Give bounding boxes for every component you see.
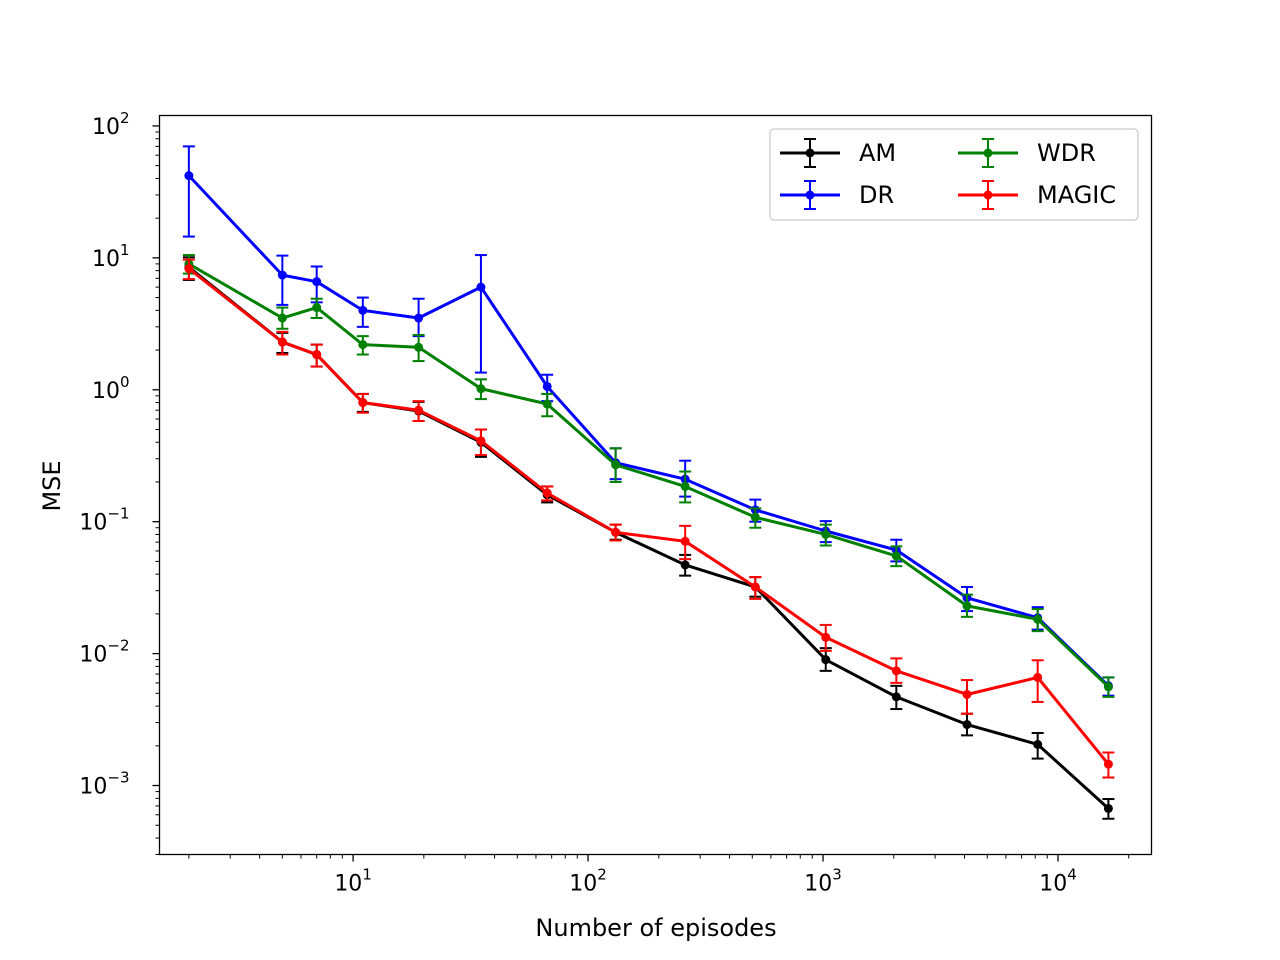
magic-point (358, 398, 368, 408)
x-tick-label-exponent: 1 (362, 866, 372, 884)
magic-point (1103, 759, 1113, 769)
am-point (821, 655, 831, 665)
plot-area (159, 115, 1152, 855)
y-tick-label: 101 (92, 241, 130, 272)
dr-point (184, 171, 194, 181)
legend-label: DR (859, 181, 894, 209)
x-tick-label: 101 (334, 866, 372, 897)
wdr-point (680, 481, 690, 491)
magic-point (750, 582, 760, 592)
y-tick-label-mantissa: 10 (92, 247, 120, 272)
magic-point (891, 666, 901, 676)
y-tick-label-exponent: 1 (120, 241, 130, 259)
magic-point (611, 527, 621, 537)
dr-error-bar (276, 254, 289, 306)
wdr-point (414, 342, 424, 352)
x-tick-label-mantissa: 10 (334, 872, 362, 897)
x-tick-label-exponent: 4 (1067, 866, 1077, 884)
wdr-point (750, 512, 760, 522)
y-axis-label: MSE (38, 460, 66, 511)
magic-point (277, 337, 287, 347)
plot-frame (158, 114, 1153, 856)
dr-point (414, 313, 424, 323)
legend-marker (805, 190, 815, 200)
dr-point (476, 282, 486, 292)
legend-box (769, 128, 1139, 221)
y-tick-label: 10−1 (79, 505, 129, 536)
y-tick-label-mantissa: 10 (92, 115, 120, 140)
y-tick-label-exponent: −1 (107, 505, 129, 523)
legend-entry-wdr: WDR (958, 138, 1096, 168)
x-tick-label-mantissa: 10 (569, 872, 597, 897)
am-point (1103, 803, 1113, 813)
wdr-point (312, 303, 322, 313)
magic-point (476, 436, 486, 446)
dr-error-bar (182, 145, 195, 238)
wdr-point (277, 313, 287, 323)
y-tick-label-exponent: 0 (120, 373, 130, 391)
wdr-point (542, 399, 552, 409)
x-tick-label-mantissa: 10 (804, 872, 832, 897)
x-tick-label-mantissa: 10 (1039, 872, 1067, 897)
y-tick-label: 102 (92, 109, 130, 140)
am-point (680, 560, 690, 570)
x-tick-label-exponent: 3 (832, 866, 842, 884)
wdr-point (476, 384, 486, 394)
series-wdr (182, 254, 1115, 698)
y-tick-label-mantissa: 10 (92, 379, 120, 404)
y-tick-label-mantissa: 10 (79, 775, 107, 800)
wdr-point (358, 340, 368, 350)
y-tick-label: 10−3 (79, 769, 129, 800)
wdr-point (1103, 682, 1113, 692)
wdr-point (1033, 614, 1043, 624)
x-tick-label: 102 (569, 866, 607, 897)
magic-point (414, 405, 424, 415)
wdr-point (611, 460, 621, 470)
legend-label: WDR (1037, 139, 1096, 167)
legend-label: MAGIC (1037, 181, 1116, 209)
dr-point (312, 277, 322, 287)
dr-point (358, 305, 368, 315)
dr-point (277, 270, 287, 280)
am-point (891, 692, 901, 702)
y-tick-label: 10−2 (79, 637, 129, 668)
legend: AM DR WDR MAGIC (769, 128, 1139, 221)
series-layer (182, 145, 1115, 820)
magic-point (821, 632, 831, 642)
wdr-point (962, 601, 972, 611)
dr-error-bar (474, 254, 487, 374)
y-tick-label-mantissa: 10 (79, 511, 107, 536)
magic-point (312, 350, 322, 360)
magic-point (962, 689, 972, 699)
legend-marker (983, 148, 993, 158)
legend-entry-dr: DR (780, 180, 894, 210)
legend-entry-magic: MAGIC (958, 180, 1116, 210)
magic-point (184, 264, 194, 274)
y-tick-label-exponent: 2 (120, 109, 130, 127)
magic-point (680, 536, 690, 546)
legend-entry-am: AM (780, 138, 896, 168)
magic-point (1033, 672, 1043, 682)
legend-marker (805, 148, 815, 158)
y-tick-label-mantissa: 10 (79, 643, 107, 668)
y-tick-label-exponent: −3 (107, 769, 129, 787)
x-axis-label: Number of episodes (535, 914, 776, 942)
x-tick-label: 104 (1039, 866, 1077, 897)
am-point (1033, 739, 1043, 749)
wdr-point (891, 551, 901, 561)
y-tick-label: 100 (92, 373, 130, 404)
y-tick-label-exponent: −2 (107, 637, 129, 655)
wdr-point (821, 529, 831, 539)
am-point (962, 720, 972, 730)
x-tick-label: 103 (804, 866, 842, 897)
legend-label: AM (859, 139, 896, 167)
series-magic (182, 258, 1115, 779)
x-tick-label-exponent: 2 (597, 866, 607, 884)
legend-marker (983, 190, 993, 200)
magic-point (542, 488, 552, 498)
dr-point (542, 381, 552, 391)
